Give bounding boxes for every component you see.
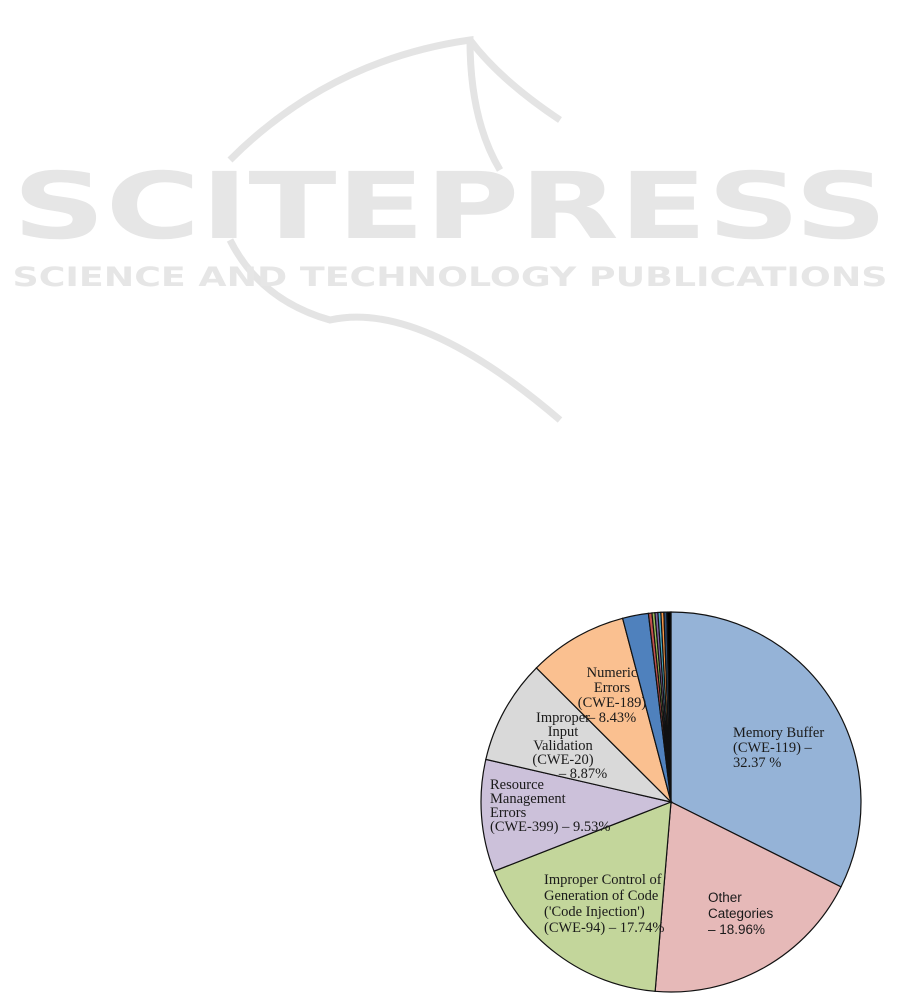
label-line: (CWE-94) – 17.74%: [544, 920, 665, 936]
pie-slice-2: [493, 801, 672, 992]
label-line: Improper: [536, 710, 590, 726]
label-line: Resource: [490, 777, 544, 793]
label-line: – 8.87%: [558, 766, 608, 782]
label-line: Errors: [490, 805, 527, 821]
label-line: 32.37 %: [733, 755, 782, 771]
pie-slice-1: [654, 801, 842, 993]
label-line: (CWE-119) –: [733, 740, 812, 756]
label-line: Improper Control of: [544, 872, 662, 888]
label-memory-buffer: Memory Buffer (CWE-119) – 32.37 %: [733, 726, 824, 771]
pie-slice-13: [666, 611, 672, 803]
label-code-injection: Improper Control of Generation of Code (…: [544, 872, 664, 936]
label-line: (CWE-399) – 9.53%: [490, 819, 611, 835]
label-line: (CWE-20): [532, 752, 594, 768]
pie-slice-0: [670, 611, 862, 888]
label-line: – 8.43%: [587, 710, 637, 726]
label-line: ('Code Injection'): [544, 904, 645, 920]
label-resource-management: Resource Management Errors (CWE-399) – 9…: [490, 777, 611, 835]
label-line: – 18.96%: [708, 922, 766, 937]
label-line: Errors: [593, 680, 631, 696]
label-line: Numeric: [586, 665, 638, 681]
pie-slice-3: [480, 758, 674, 872]
label-line: (CWE-189): [577, 695, 647, 711]
label-line: Input: [547, 724, 579, 740]
label-improper-input-validation: Improper Input Validation (CWE-20) – 8.8…: [508, 710, 618, 782]
label-line: Generation of Code: [544, 888, 659, 904]
label-line: Management: [490, 791, 566, 807]
label-line: Validation: [533, 738, 593, 754]
label-line: Other: [708, 890, 742, 905]
label-numeric-errors: Numeric Errors (CWE-189) – 8.43%: [572, 666, 652, 726]
pie-slice-4: [485, 667, 673, 804]
label-line: Memory Buffer: [733, 725, 825, 741]
label-line: Categories: [708, 906, 774, 921]
watermark-title: SCITEPRESS: [13, 153, 888, 260]
label-other-categories: Other Categories – 18.96%: [708, 890, 773, 938]
book-logo: [226, 35, 563, 423]
pie-slice-5: [535, 617, 673, 804]
watermark-subtitle: SCIENCE AND TECHNOLOGY PUBLICATIONS: [13, 262, 888, 293]
